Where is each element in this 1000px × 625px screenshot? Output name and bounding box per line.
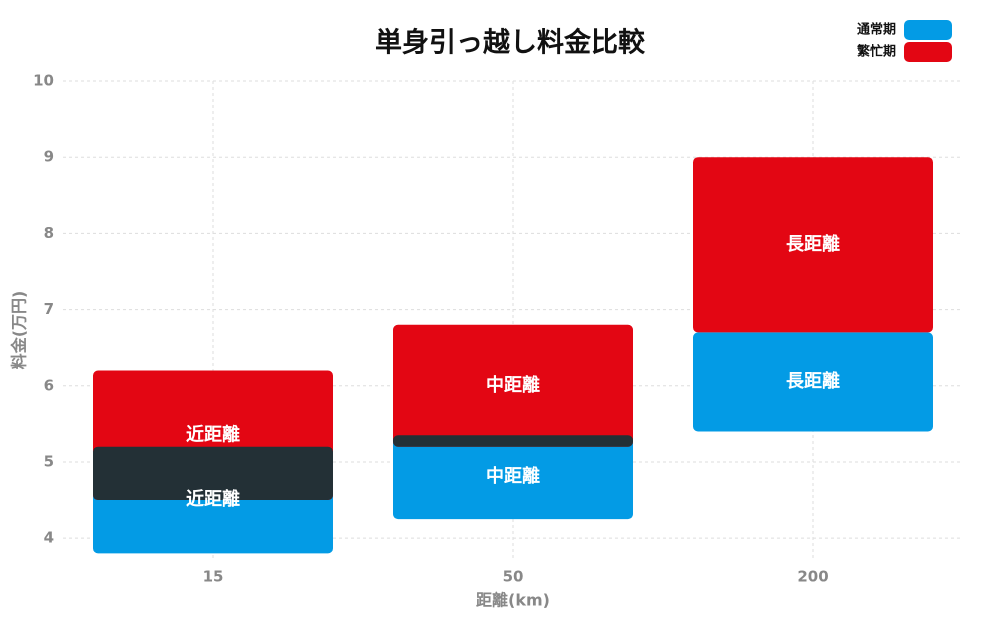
legend-swatch	[904, 42, 952, 62]
bar-label: 近距離	[186, 488, 240, 510]
overlap	[93, 446, 333, 501]
y-tick-label: 8	[44, 224, 54, 242]
range-bar	[393, 435, 633, 520]
overlap	[393, 435, 633, 447]
range-bar	[393, 324, 633, 447]
bar-label: 近距離	[186, 423, 240, 445]
legend-swatch	[904, 20, 952, 40]
y-tick-label: 10	[33, 72, 54, 90]
y-tick-label: 4	[44, 529, 54, 547]
legend-label: 通常期	[857, 22, 896, 38]
bar-label: 中距離	[486, 465, 540, 487]
legend-label: 繁忙期	[857, 44, 896, 60]
x-tick-label: 50	[503, 568, 524, 586]
y-tick-label: 6	[44, 376, 54, 394]
bar-label: 長距離	[786, 233, 840, 255]
bar-label: 長距離	[786, 370, 840, 392]
y-tick-label: 7	[44, 300, 54, 318]
x-axis-label: 距離(km)	[476, 591, 550, 610]
y-axis-label: 料金(万円)	[10, 291, 29, 370]
x-tick-label: 200	[797, 568, 828, 586]
y-tick-label: 9	[44, 148, 54, 166]
chart-title: 単身引っ越し料金比較	[375, 27, 646, 59]
y-tick-label: 5	[44, 452, 54, 470]
x-tick-label: 15	[203, 568, 224, 586]
range-bar	[693, 332, 933, 432]
range-bar	[693, 157, 933, 333]
bar-label: 中距離	[486, 374, 540, 396]
